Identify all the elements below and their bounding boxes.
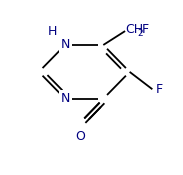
Text: F: F — [156, 83, 163, 96]
Text: N: N — [60, 92, 70, 105]
Text: F: F — [141, 23, 149, 36]
Text: CH: CH — [125, 23, 143, 36]
Text: 2: 2 — [138, 29, 143, 38]
Text: N: N — [60, 38, 70, 51]
Text: H: H — [48, 25, 57, 38]
Text: O: O — [76, 131, 85, 144]
